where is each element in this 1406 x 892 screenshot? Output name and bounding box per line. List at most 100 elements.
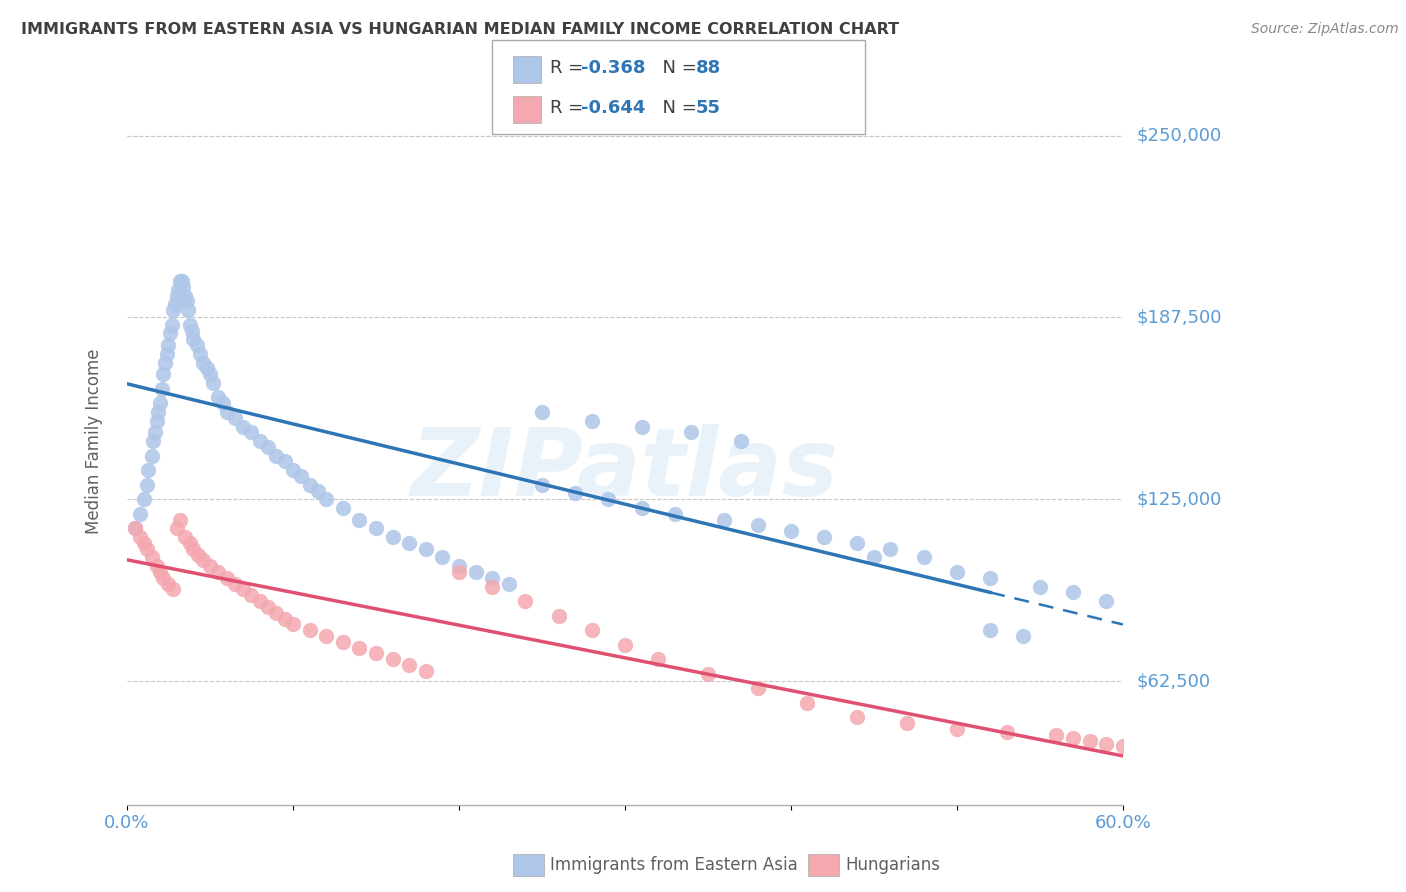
Point	[1095, 737, 1118, 751]
Point	[307, 483, 329, 498]
Point	[149, 565, 172, 579]
Point	[564, 486, 586, 500]
Point	[780, 524, 803, 539]
Point	[796, 696, 818, 710]
Point	[1078, 733, 1101, 747]
Point	[1112, 739, 1135, 754]
Point	[381, 530, 404, 544]
Point	[332, 500, 354, 515]
Point	[170, 274, 193, 288]
Point	[1012, 629, 1035, 643]
Point	[172, 280, 194, 294]
Point	[176, 294, 198, 309]
Point	[186, 338, 208, 352]
Point	[159, 326, 181, 341]
Point	[224, 576, 246, 591]
Text: $187,500: $187,500	[1137, 309, 1222, 326]
Point	[415, 664, 437, 678]
Point	[730, 434, 752, 448]
Point	[167, 283, 190, 297]
Point	[215, 571, 238, 585]
Point	[613, 638, 636, 652]
Point	[157, 338, 180, 352]
Point	[946, 722, 969, 736]
Text: 88: 88	[696, 60, 721, 78]
Point	[995, 725, 1018, 739]
Point	[530, 477, 553, 491]
Point	[135, 477, 157, 491]
Text: 55: 55	[696, 99, 721, 117]
Text: -0.644: -0.644	[581, 99, 645, 117]
Point	[979, 571, 1001, 585]
Point	[498, 576, 520, 591]
Point	[148, 405, 170, 419]
Point	[713, 513, 735, 527]
Point	[912, 550, 935, 565]
Point	[298, 623, 321, 637]
Point	[1062, 731, 1084, 745]
Point	[129, 530, 152, 544]
Point	[240, 425, 263, 440]
Point	[273, 454, 295, 468]
Point	[240, 588, 263, 602]
Point	[138, 463, 160, 477]
Point	[349, 640, 371, 655]
Point	[581, 623, 603, 637]
Point	[177, 303, 200, 318]
Point	[1062, 585, 1084, 599]
Point	[156, 347, 179, 361]
Point	[257, 440, 280, 454]
Point	[150, 382, 173, 396]
Point	[149, 396, 172, 410]
Point	[979, 623, 1001, 637]
Point	[141, 550, 163, 565]
Point	[166, 521, 188, 535]
Point	[152, 571, 174, 585]
Text: ZIPatlas: ZIPatlas	[411, 425, 839, 516]
Point	[152, 367, 174, 381]
Point	[207, 565, 229, 579]
Point	[747, 681, 769, 696]
Text: N =: N =	[651, 60, 703, 78]
Point	[747, 518, 769, 533]
Point	[813, 530, 835, 544]
Point	[157, 576, 180, 591]
Point	[160, 318, 183, 332]
Point	[1095, 594, 1118, 608]
Point	[215, 405, 238, 419]
Text: Source: ZipAtlas.com: Source: ZipAtlas.com	[1251, 22, 1399, 37]
Point	[179, 536, 201, 550]
Point	[364, 521, 387, 535]
Point	[266, 449, 288, 463]
Point	[581, 414, 603, 428]
Text: IMMIGRANTS FROM EASTERN ASIA VS HUNGARIAN MEDIAN FAMILY INCOME CORRELATION CHART: IMMIGRANTS FROM EASTERN ASIA VS HUNGARIA…	[21, 22, 900, 37]
Point	[249, 434, 271, 448]
Point	[169, 513, 191, 527]
Point	[174, 530, 197, 544]
Point	[530, 405, 553, 419]
Point	[129, 507, 152, 521]
Text: -0.368: -0.368	[581, 60, 645, 78]
Point	[863, 550, 886, 565]
Text: R =: R =	[550, 60, 589, 78]
Point	[181, 332, 204, 346]
Point	[946, 565, 969, 579]
Point	[165, 297, 187, 311]
Point	[166, 288, 188, 302]
Point	[232, 582, 254, 597]
Point	[257, 599, 280, 614]
Point	[1029, 580, 1052, 594]
Point	[664, 507, 686, 521]
Point	[179, 318, 201, 332]
Point	[398, 658, 420, 673]
Point	[266, 606, 288, 620]
Point	[647, 652, 669, 666]
Point	[547, 608, 569, 623]
Point	[846, 536, 869, 550]
Point	[146, 414, 169, 428]
Point	[207, 391, 229, 405]
Point	[193, 553, 215, 567]
Point	[224, 410, 246, 425]
Text: $250,000: $250,000	[1137, 127, 1222, 145]
Point	[290, 469, 312, 483]
